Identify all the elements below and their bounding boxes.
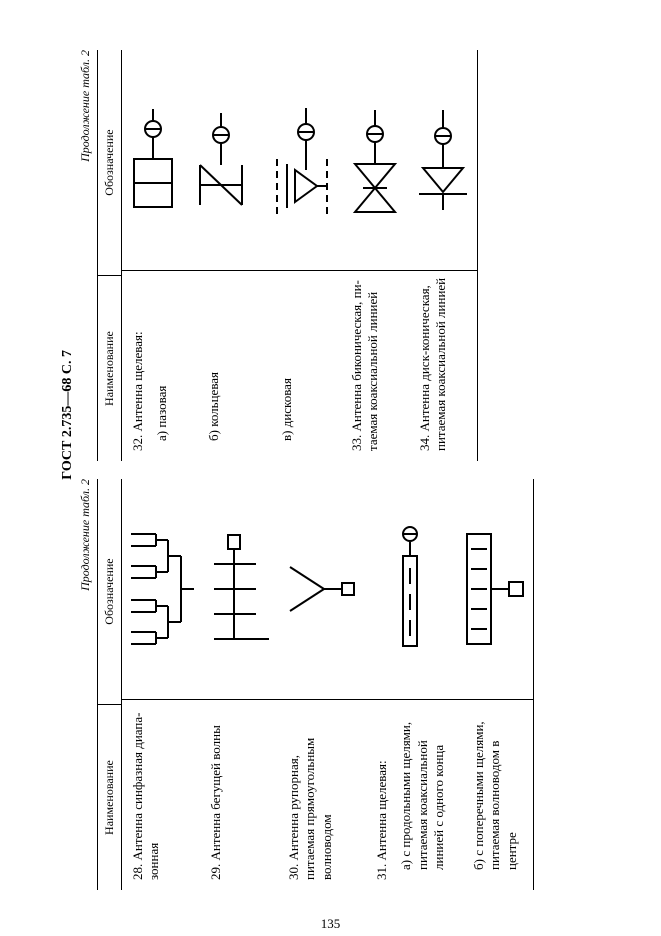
sub-label: а) пазовая — [154, 277, 170, 451]
horn-antenna-icon — [282, 549, 362, 629]
table-row: в) дисковая — [263, 50, 341, 461]
table-row: 34. Антенна диск-коническая, питаемая ко… — [409, 50, 477, 461]
caption-left: Продолжение табл. 2 — [78, 479, 93, 890]
table-row: 33. Антенна биконическая, пи­таемая коак… — [341, 50, 409, 461]
table-row: б) кольцевая — [190, 50, 263, 461]
row-symbol — [263, 50, 341, 270]
table-row: 32. Антенна щелевая: а) пазовая — [122, 50, 190, 461]
row-label: б) с поперечными щелями, пи­таемая волно… — [455, 699, 533, 890]
slot-groove-icon — [126, 105, 186, 215]
row-label: в) дисковая — [263, 270, 341, 461]
sub-label: б) кольцевая — [206, 277, 222, 451]
travelling-wave-icon — [204, 529, 274, 649]
col-name-header: Наименование — [98, 704, 121, 890]
row-symbol — [190, 50, 263, 270]
row-label: 30. Антенна рупорная, питаемая прямоугол… — [278, 699, 366, 890]
disc-cone-icon — [413, 100, 473, 220]
table-row: 31. Антенна щелевая: а) с продольными ще… — [366, 479, 455, 890]
tables-wrap: Продолжение табл. 2 Наименование Обознач… — [78, 50, 534, 890]
row-symbol — [200, 479, 278, 699]
row-symbol — [341, 50, 409, 270]
slot-disc-icon — [267, 100, 337, 220]
table-row: б) с поперечными щелями, пи­таемая волно… — [455, 479, 533, 890]
row-symbol — [455, 479, 533, 699]
slot-ring-icon — [194, 105, 259, 215]
biconical-icon — [345, 100, 405, 220]
col-name-header: Наименование — [98, 275, 121, 461]
row-symbol — [278, 479, 366, 699]
synphase-array-icon — [126, 524, 196, 654]
table-left: Продолжение табл. 2 Наименование Обознач… — [78, 479, 534, 890]
row-symbol — [409, 50, 477, 270]
row-symbol — [122, 479, 200, 699]
row-text: 31. Антенна щелевая: — [374, 760, 389, 880]
row-label: б) кольцевая — [190, 270, 263, 461]
row-label: 32. Антенна щелевая: а) пазовая — [122, 270, 190, 461]
row-label: 33. Антенна биконическая, пи­таемая коак… — [341, 270, 409, 461]
col-sym-header: Обозначение — [98, 50, 121, 275]
table-row: 29. Антенна бегущей волны — [200, 479, 278, 890]
table-right: Продолжение табл. 2 Наименование Обознач… — [78, 50, 534, 461]
slot-transverse-icon — [459, 524, 529, 654]
table-row: 30. Антенна рупорная, питаемая прямоугол… — [278, 479, 366, 890]
row-symbol — [122, 50, 190, 270]
sub-label: в) дисковая — [279, 277, 295, 451]
caption-right: Продолжение табл. 2 — [78, 50, 93, 461]
row-label: 34. Антенна диск-коническая, питаемая ко… — [409, 270, 477, 461]
row-symbol — [366, 479, 455, 699]
doc-header: ГОСТ 2.735—68 С. 7 — [60, 350, 76, 890]
row-text: 32. Антенна щелевая: — [130, 331, 145, 451]
sub-label: а) с продольными щелями, пи­таемая коакс… — [398, 706, 447, 880]
slot-longitudinal-icon — [391, 524, 431, 654]
row-label: 31. Антенна щелевая: а) с продольными ще… — [366, 699, 455, 890]
page-number: 135 — [321, 916, 341, 932]
col-sym-header: Обозначение — [98, 479, 121, 704]
row-label: 29. Антенна бегущей волны — [200, 699, 278, 890]
table-row: 28. Антенна синфазная диапа­зонная — [122, 479, 200, 890]
row-label: 28. Антенна синфазная диапа­зонная — [122, 699, 200, 890]
sub-label: б) с поперечными щелями, пи­таемая волно… — [471, 706, 520, 880]
